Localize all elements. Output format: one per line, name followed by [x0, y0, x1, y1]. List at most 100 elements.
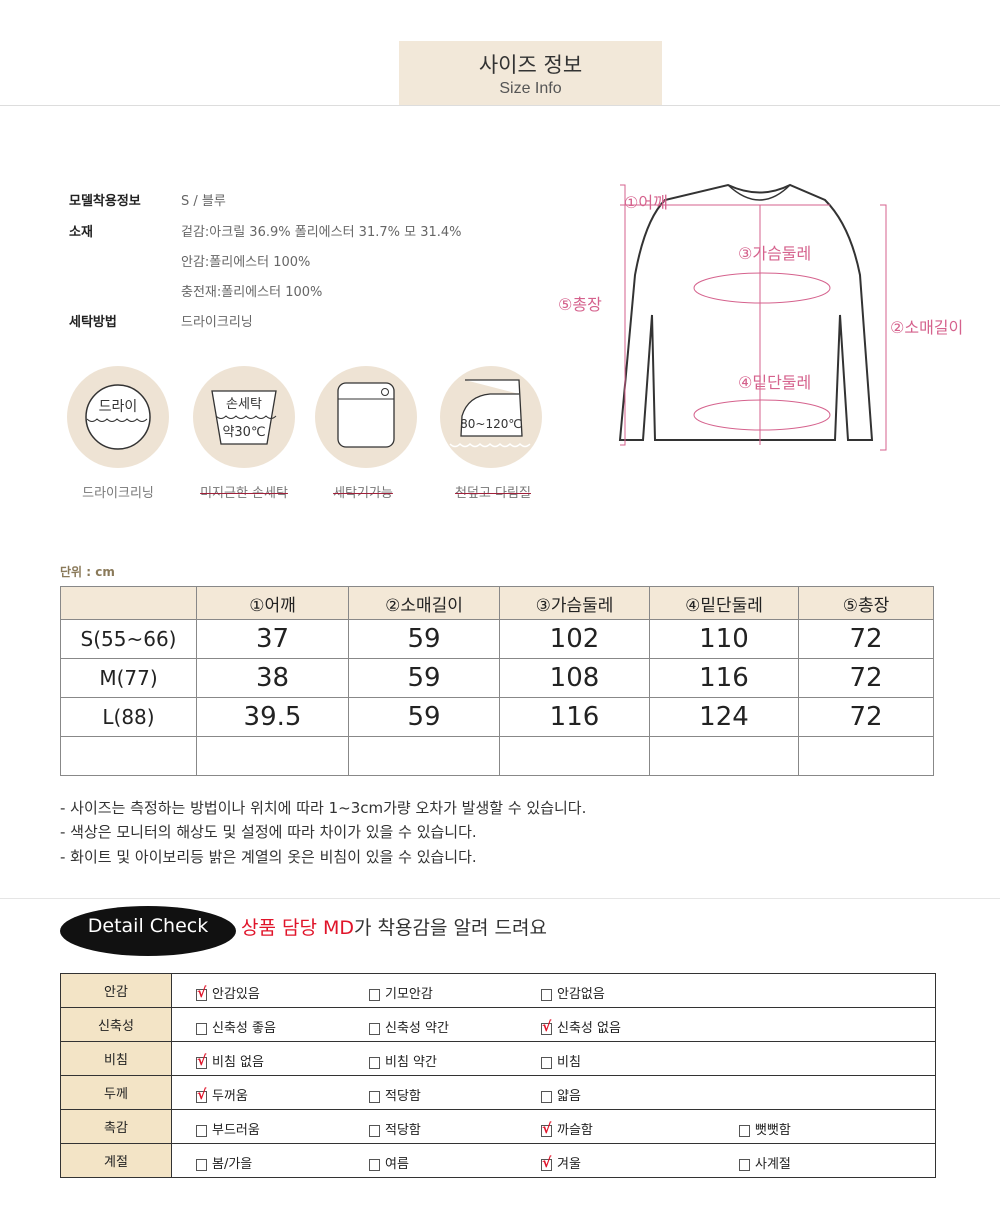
detail-option: 비침 약간: [369, 1051, 437, 1070]
detail-option: 안감있음: [196, 983, 260, 1002]
checkbox-icon: [369, 988, 380, 1001]
value-cell: 110: [649, 619, 799, 659]
detail-row-label: 비침: [60, 1041, 172, 1076]
divider: [0, 898, 1000, 899]
option-label: 신축성 좋음: [212, 1021, 276, 1036]
diagram-label-shoulder: ①어깨: [624, 193, 668, 212]
option-label: 겨울: [557, 1157, 581, 1172]
diagram-label-length: ⑤총장: [558, 295, 602, 314]
table-row: L(88) 39.5 59 116 124 72: [60, 697, 934, 737]
checkbox-icon: [369, 1158, 380, 1171]
note: - 색상은 모니터의 해상도 및 설정에 따라 차이가 있을 수 있습니다.: [60, 823, 477, 841]
detail-title: 상품 담당 MD가 착용감을 알려 드려요: [241, 913, 547, 940]
checkbox-icon: [739, 1158, 750, 1171]
care-label: 미지근한 손세탁: [200, 486, 288, 501]
diagram-label-sleeve: ②소매길이: [890, 318, 963, 337]
option-label: 비침 없음: [212, 1055, 264, 1070]
detail-row: 신축성 신축성 좋음 신축성 약간 신축성 없음: [60, 1007, 936, 1042]
checkbox-icon: [541, 1056, 552, 1069]
header-cell: ③가슴둘레: [499, 586, 650, 620]
value-cell: 37: [196, 619, 349, 659]
dry-clean-icon: 드라이: [67, 366, 169, 468]
detail-options-cell: 신축성 좋음 신축성 약간 신축성 없음: [171, 1007, 936, 1042]
option-label: 안감없음: [557, 987, 605, 1002]
detail-row-label: 촉감: [60, 1109, 172, 1144]
value-cell: 116: [649, 658, 799, 698]
checkbox-icon: [196, 1022, 207, 1035]
size-info-header: 사이즈 정보 Size Info: [399, 41, 662, 105]
detail-option: 신축성 좋음: [196, 1017, 276, 1036]
option-label: 뻣뻣함: [755, 1123, 791, 1138]
checked-box-icon: [541, 1121, 552, 1137]
detail-option: 사계절: [739, 1153, 791, 1172]
washing-machine-icon: [315, 366, 417, 468]
value-cell: 59: [348, 619, 500, 659]
detail-option: 안감없음: [541, 983, 605, 1002]
checkbox-icon: [541, 988, 552, 1001]
note: - 사이즈는 측정하는 방법이나 위치에 따라 1~3cm가량 오차가 발생할 …: [60, 799, 587, 817]
detail-option: 두꺼움: [196, 1085, 248, 1104]
checkbox-icon: [369, 1090, 380, 1103]
size-table: ①어깨 ②소매길이 ③가슴둘레 ④밑단둘레 ⑤총장 S(55~66) 37 59 102 110…: [60, 586, 934, 776]
detail-row: 안감 안감있음 기모안감 안감없음: [60, 973, 936, 1008]
detail-option: 부드러움: [196, 1119, 260, 1138]
table-header-row: ①어깨 ②소매길이 ③가슴둘레 ④밑단둘레 ⑤총장: [60, 586, 934, 620]
header-cell: ⑤총장: [798, 586, 934, 620]
detail-row-label: 두께: [60, 1075, 172, 1110]
value-cell: 116: [499, 697, 650, 737]
option-label: 비침 약간: [385, 1055, 437, 1070]
iron-icon: 80~120℃: [440, 366, 542, 468]
table-row-empty: [60, 736, 934, 776]
header-cell: ④밑단둘레: [649, 586, 799, 620]
value-cell: 102: [499, 619, 650, 659]
size-cell: M(77): [60, 658, 197, 698]
value-cell: 72: [798, 619, 934, 659]
detail-row-label: 안감: [60, 973, 172, 1008]
value-cell: 39.5: [196, 697, 349, 737]
checkbox-icon: [369, 1022, 380, 1035]
value-cell: 38: [196, 658, 349, 698]
checkbox-icon: [196, 1124, 207, 1137]
hand-wash-icon: 손세탁 약30℃: [193, 366, 295, 468]
detail-options-cell: 봄/가을 여름 겨울 사계절: [171, 1143, 936, 1178]
option-label: 적당함: [385, 1089, 421, 1104]
detail-option: 신축성 없음: [541, 1017, 621, 1036]
sweater-diagram: ①어깨 ②소매길이 ③가슴둘레 ④밑단둘레 ⑤총장: [558, 183, 963, 451]
detail-option: 비침 없음: [196, 1051, 264, 1070]
care-inner-text: 약30℃: [222, 425, 265, 440]
detail-option: 까슬함: [541, 1119, 593, 1138]
option-label: 사계절: [755, 1157, 791, 1172]
detail-title-rest: 가 착용감을 알려 드려요: [354, 917, 547, 939]
detail-row-label: 신축성: [60, 1007, 172, 1042]
info-value: 드라이크리닝: [181, 315, 253, 330]
info-label: 소재: [69, 225, 93, 240]
detail-option: 뻣뻣함: [739, 1119, 791, 1138]
care-inner-text: 손세탁: [226, 397, 262, 412]
size-cell: L(88): [60, 697, 197, 737]
care-inner-text: 드라이: [99, 399, 138, 415]
detail-row-label: 계절: [60, 1143, 172, 1178]
header-title: 사이즈 정보: [478, 53, 583, 77]
detail-check-badge: Detail Check: [60, 906, 236, 956]
detail-option: 적당함: [369, 1085, 421, 1104]
option-label: 기모안감: [385, 987, 433, 1002]
detail-row: 비침 비침 없음 비침 약간 비침: [60, 1041, 936, 1076]
checkbox-icon: [369, 1124, 380, 1137]
detail-option: 적당함: [369, 1119, 421, 1138]
detail-option: 신축성 약간: [369, 1017, 449, 1036]
value-cell: 59: [348, 697, 500, 737]
detail-option: 겨울: [541, 1153, 581, 1172]
detail-row: 촉감 부드러움 적당함 까슬함 뻣뻣함: [60, 1109, 936, 1144]
checked-box-icon: [196, 1087, 207, 1103]
option-label: 봄/가을: [212, 1157, 253, 1172]
option-label: 부드러움: [212, 1123, 260, 1138]
value-cell: 124: [649, 697, 799, 737]
header-cell: [60, 586, 197, 620]
divider: [0, 105, 1000, 106]
detail-option: 봄/가을: [196, 1153, 252, 1172]
info-value: 충전재:폴리에스터 100%: [181, 285, 323, 300]
unit-label: 단위 : cm: [60, 565, 115, 579]
care-label: 천덮고 다림질: [455, 486, 531, 501]
table-row: M(77) 38 59 108 116 72: [60, 658, 934, 698]
checked-box-icon: [541, 1155, 552, 1171]
